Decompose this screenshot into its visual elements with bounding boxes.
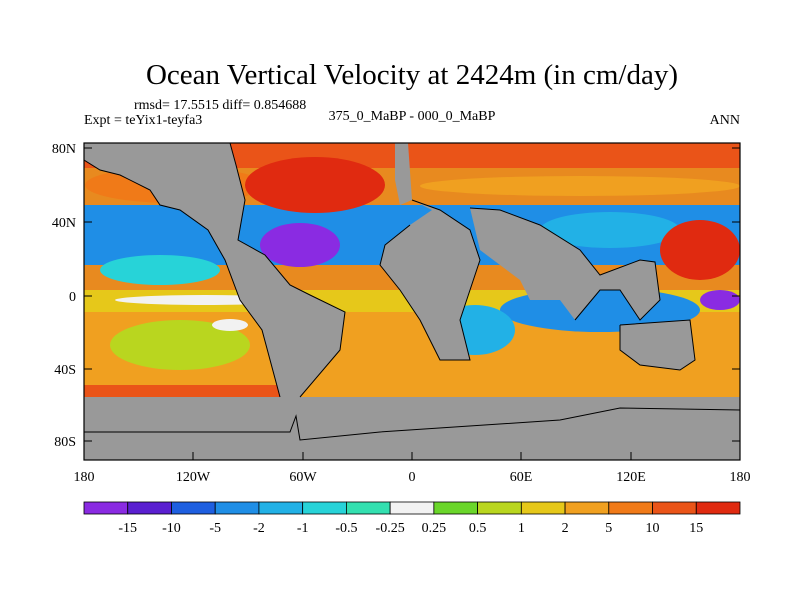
- colorbar: [83, 501, 741, 515]
- period-label: ANN: [710, 113, 740, 128]
- comparison-label: 375_0_MaBP - 000_0_MaBP: [329, 109, 496, 124]
- colorbar-swatch: [520, 501, 566, 515]
- colorbar-swatch: [214, 501, 260, 515]
- colorbar-swatch: [608, 501, 653, 515]
- colorbar-swatch: [389, 501, 435, 515]
- colorbar-label: -2: [253, 521, 265, 536]
- map-body: [84, 143, 740, 460]
- colorbar-label: 1: [518, 521, 525, 536]
- colorbar-swatch: [477, 501, 522, 515]
- lon-tick-120w: 120W: [176, 470, 211, 485]
- lon-axis: 180 120W 60W 0 60E 120E 180: [74, 452, 751, 485]
- colorbar-label: -0.25: [376, 521, 405, 536]
- lat-axis: 80N 40N 0 40S 80S: [52, 142, 740, 450]
- experiment-label: Expt = teYix1-teyfa3: [84, 113, 202, 128]
- colorbar-swatch: [345, 501, 391, 515]
- white-patch-1: [212, 319, 248, 331]
- lon-tick-60w: 60W: [289, 470, 317, 485]
- colorbar-swatch: [302, 501, 347, 515]
- africa-eurasia: [380, 200, 480, 360]
- asia: [470, 208, 660, 320]
- colorbar-label: -0.5: [335, 521, 357, 536]
- colorbar-label: 15: [689, 521, 703, 536]
- colorbar-label: 2: [562, 521, 569, 536]
- purple-patch-4: [700, 290, 740, 310]
- lat-tick-40s: 40S: [54, 363, 76, 378]
- colorbar-label: 0.5: [469, 521, 487, 536]
- purple-patch-2: [260, 223, 340, 267]
- lat-tick-80n: 80N: [52, 142, 76, 157]
- southern-red: [84, 385, 284, 397]
- australia: [620, 320, 695, 370]
- green-patch-1: [110, 320, 250, 370]
- cyan-patch-1: [100, 255, 220, 285]
- n-atlantic-patch: [245, 157, 385, 213]
- lat-tick-40n: 40N: [52, 216, 76, 231]
- greenland: [395, 143, 412, 205]
- colorbar-swatch: [652, 501, 697, 515]
- n-asia-band: [420, 176, 740, 196]
- colorbar-label: 10: [646, 521, 660, 536]
- lon-tick-120e: 120E: [616, 470, 646, 485]
- lon-tick-180e: 180: [730, 470, 751, 485]
- colorbar-label: -10: [162, 521, 181, 536]
- colorbar-label: 0.25: [422, 521, 447, 536]
- lon-tick-0: 0: [409, 470, 416, 485]
- americas-landmass: [84, 143, 345, 397]
- colorbar-swatch: [127, 501, 172, 515]
- lon-tick-60e: 60E: [510, 470, 533, 485]
- cyan-patch-2: [540, 212, 680, 248]
- colorbar-label: -15: [118, 521, 137, 536]
- lat-tick-0: 0: [69, 290, 76, 305]
- colorbar-labels: -15 -10 -5 -2 -1 -0.5 -0.25 0.25 0.5 1 2 5 10 15: [118, 521, 703, 536]
- antarctica: [84, 397, 740, 460]
- colorbar-swatch: [695, 501, 741, 515]
- colorbar-swatch: [258, 501, 304, 515]
- lon-tick-180w: 180: [74, 470, 95, 485]
- colorbar-swatch: [564, 501, 610, 515]
- colorbar-label: 5: [605, 521, 612, 536]
- w-pacific-red: [660, 220, 740, 280]
- colorbar-swatch: [171, 501, 216, 515]
- stats-label: rmsd= 17.5515 diff= 0.854688: [134, 98, 306, 113]
- coastlines: [84, 143, 740, 441]
- lat-tick-80s: 80S: [54, 435, 76, 450]
- colorbar-swatch: [83, 501, 129, 515]
- colorbar-label: -1: [297, 521, 309, 536]
- colorbar-label: -5: [209, 521, 221, 536]
- map-title: Ocean Vertical Velocity at 2424m (in cm/…: [146, 59, 678, 91]
- colorbar-swatch: [433, 501, 479, 515]
